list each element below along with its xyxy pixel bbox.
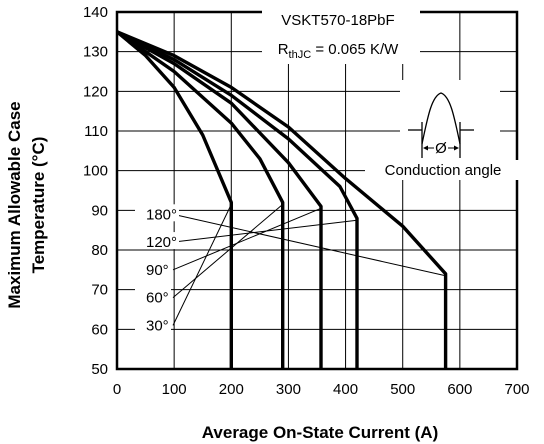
curve-label-60-deg: 60° [146, 290, 169, 307]
y-tick-label: 140 [83, 4, 108, 21]
curve-labels: 30° 60° 90° 120° 180° [135, 204, 179, 334]
inset-waveform [421, 92, 461, 145]
inset-caption-bg [365, 160, 520, 180]
x-tick-label: 400 [333, 381, 358, 398]
x-tick-label: 200 [219, 381, 244, 398]
y-tick-label: 90 [91, 202, 108, 219]
rth-label: RthJC = 0.065 K/W [278, 41, 399, 61]
curve-30-deg [115, 30, 233, 369]
x-tick-label: 100 [162, 381, 187, 398]
curve-label-bg [135, 315, 171, 333]
y-tick-label: 130 [83, 44, 108, 61]
x-tick-label: 300 [276, 381, 301, 398]
x-tick-label: 600 [447, 381, 472, 398]
curve-label-120-deg: 120° [146, 234, 177, 251]
curve-90-deg [116, 30, 323, 369]
rth-symbol: R [278, 41, 289, 58]
y-tick-label: 80 [91, 242, 108, 259]
y-axis-title-line2: Temperature (°C) [29, 137, 48, 274]
y-tick-label: 50 [91, 361, 108, 378]
curve-label-bg [135, 259, 171, 277]
curve-label-180-deg: 180° [146, 206, 177, 223]
inset-caption: Conduction angle [385, 162, 502, 179]
x-tick-label: 0 [113, 381, 121, 398]
curve-label-bg [135, 232, 179, 250]
inset-phi-bg [434, 140, 448, 156]
y-tick-label: 70 [91, 282, 108, 299]
y-tick-label: 60 [91, 321, 108, 338]
x-tick-label: 500 [390, 381, 415, 398]
rth-value: = 0.065 K/W [311, 41, 399, 58]
x-axis-title: Average On-State Current (A) [202, 423, 438, 442]
inset-arrowhead-right [454, 145, 459, 151]
x-tick-label: 700 [504, 381, 529, 398]
y-tick-label: 110 [84, 123, 108, 140]
leader-90-deg [172, 207, 322, 271]
curve-180-deg [116, 30, 448, 369]
curve-label-leaders [172, 204, 446, 326]
y-tick-label: 120 [83, 83, 108, 100]
curve-120-deg [116, 30, 359, 369]
y-tick-labels: 50 60 70 80 90 100 110 120 130 140 [83, 4, 108, 378]
curve-label-90-deg: 90° [146, 262, 169, 279]
y-tick-label: 100 [83, 163, 108, 180]
inset-arrowhead-left [423, 145, 428, 151]
conduction-angle-inset: Ø Conduction angle [365, 80, 520, 180]
rth-subscript: thJC [289, 49, 312, 61]
y-axis-title-line1: Maximum Allowable Case [5, 101, 24, 308]
leader-180-deg [172, 213, 446, 277]
leader-120-deg [172, 219, 358, 243]
device-annotation-bg [262, 8, 420, 64]
curve-label-bg [135, 287, 171, 305]
device-label: VSKT570-18PbF [281, 12, 394, 29]
curve-label-bg [135, 204, 179, 222]
curves [115, 30, 448, 369]
leader-60-deg [172, 204, 284, 298]
curve-60-deg [116, 30, 285, 369]
inset-phi-label: Ø [435, 140, 447, 157]
leader-30-deg [172, 204, 232, 326]
curve-label-30-deg: 30° [146, 317, 169, 334]
x-tick-labels: 0 100 200 300 400 500 600 700 [113, 381, 530, 398]
device-annotation: VSKT570-18PbF RthJC = 0.065 K/W [262, 8, 420, 64]
